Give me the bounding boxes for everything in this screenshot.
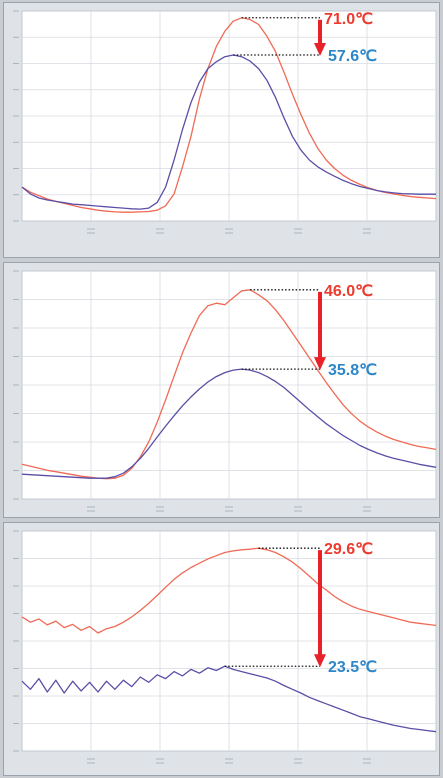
annotation-low-temp: 35.8℃ (328, 362, 377, 379)
annotation-high-temp: 29.6℃ (324, 541, 373, 558)
gridlines (22, 531, 436, 751)
series-line-red (21, 289, 437, 480)
drop-arrow-head (314, 654, 326, 668)
chart-1: 71.0℃ 57.6℃ (13, 10, 437, 234)
chart-panel-2: 46.0℃ 35.8℃ (3, 262, 440, 518)
drop-arrow-head (314, 43, 326, 57)
series-line-blue (21, 665, 437, 733)
gridlines (22, 271, 436, 499)
annotation-low-temp: 23.5℃ (328, 659, 377, 676)
annotation-high-temp: 46.0℃ (324, 283, 373, 300)
chart-2: 46.0℃ 35.8℃ (13, 270, 437, 512)
series-line-blue (21, 368, 437, 479)
chart-3: 29.6℃ 23.5℃ (13, 530, 437, 764)
annotation-high-temp: 71.0℃ (324, 11, 373, 28)
gridlines (22, 11, 436, 221)
annotation-low-temp: 57.6℃ (328, 48, 377, 65)
chart-panel-3: 29.6℃ 23.5℃ (3, 522, 440, 776)
series-line-blue (21, 54, 436, 210)
series-line-red (21, 547, 437, 634)
drop-arrow-head (314, 357, 326, 371)
chart-panel-1: 71.0℃ 57.6℃ (3, 2, 440, 258)
series-line-red (21, 17, 437, 213)
